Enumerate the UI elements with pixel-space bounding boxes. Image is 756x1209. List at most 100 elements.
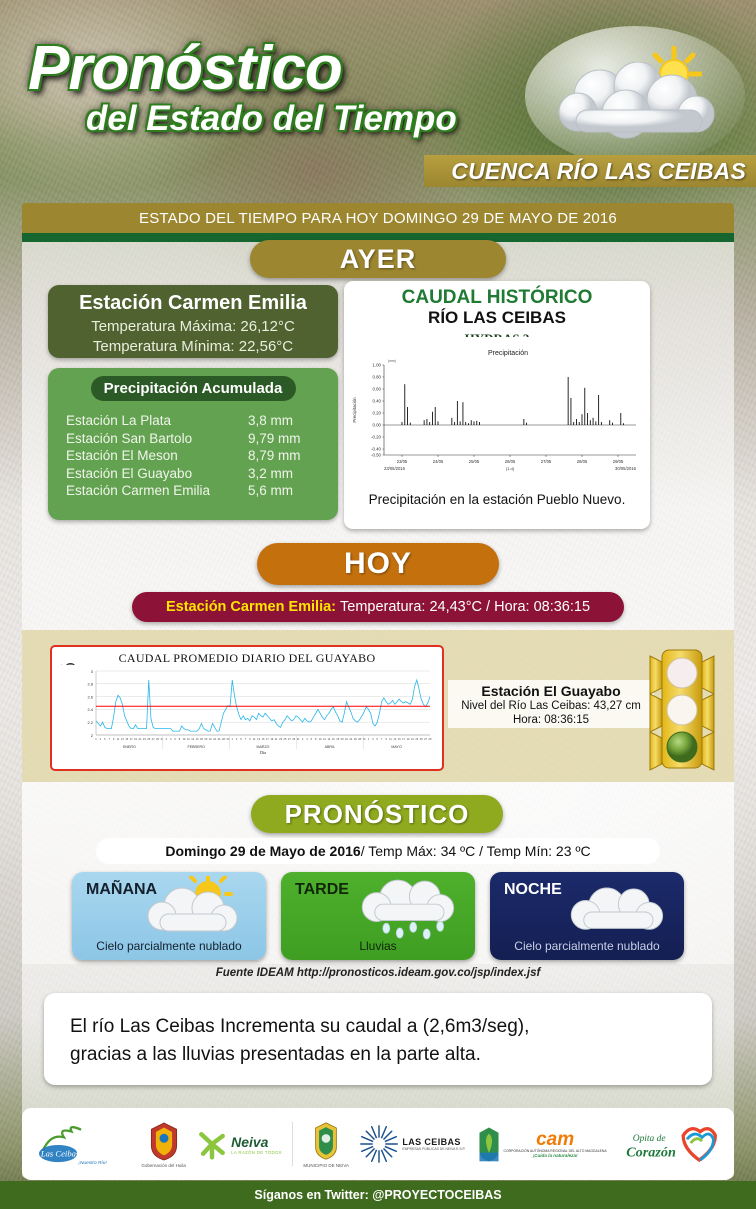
svg-text:9: 9 bbox=[385, 737, 387, 741]
svg-text:2.6: 2.6 bbox=[87, 694, 93, 699]
svg-text:14: 14 bbox=[191, 737, 194, 741]
svg-text:6: 6 bbox=[311, 737, 313, 741]
svg-text:9: 9 bbox=[249, 737, 251, 741]
historical-heading-1: CAUDAL HISTÓRICO bbox=[401, 287, 593, 308]
guayabo-chart-title: CAUDAL PROMEDIO DIARIO DEL GUAYABO bbox=[118, 651, 376, 665]
precipitation-row: Estación La Plata 3,8 mm bbox=[66, 412, 322, 430]
svg-text:ABRIL: ABRIL bbox=[325, 745, 335, 749]
forecast-card-tarde-label: TARDE bbox=[295, 881, 349, 898]
svg-text:5: 5 bbox=[377, 737, 379, 741]
precipitation-value: 9,79 mm bbox=[248, 430, 301, 446]
svg-text:5: 5 bbox=[104, 737, 106, 741]
svg-text:6: 6 bbox=[174, 737, 176, 741]
basin-banner-text: CUENCA RÍO LAS CEIBAS bbox=[451, 157, 746, 184]
svg-text:31: 31 bbox=[160, 737, 163, 741]
opita-de-corazon-logo: Opita de Corazón bbox=[617, 1122, 721, 1166]
svg-text:2: 2 bbox=[91, 733, 94, 738]
svg-text:2.4: 2.4 bbox=[87, 707, 93, 712]
svg-text:19: 19 bbox=[134, 737, 137, 741]
hoy-label: HOY bbox=[343, 547, 412, 580]
date-bar: ESTADO DEL TIEMPO PARA HOY DOMINGO 29 DE… bbox=[22, 203, 734, 233]
svg-text:29/05: 29/05 bbox=[613, 459, 624, 464]
forecast-card-noche-label: NOCHE bbox=[504, 881, 562, 898]
svg-text:Precipitación: Precipitación bbox=[352, 397, 357, 423]
svg-text:22: 22 bbox=[345, 737, 348, 741]
las-ceibas-logo-caption: EMPRESAS PÚBLICAS DE NEIVA E.S.P. bbox=[402, 1147, 466, 1151]
forecast-source: Fuente IDEAM http://pronosticos.ideam.go… bbox=[215, 967, 541, 979]
svg-text:25: 25 bbox=[147, 737, 150, 741]
svg-text:27: 27 bbox=[152, 737, 155, 741]
forecast-card-noche-desc: Cielo parcialmente nublado bbox=[514, 939, 660, 953]
svg-text:3: 3 bbox=[372, 737, 374, 741]
svg-text:7: 7 bbox=[245, 737, 247, 741]
twitter-handle: Síganos en Twitter: @PROYECTOCEIBAS bbox=[254, 1188, 502, 1202]
precipitation-list: Estación La Plata 3,8 mm Estación San Bart… bbox=[66, 412, 322, 500]
svg-text:27: 27 bbox=[424, 737, 427, 741]
svg-text:2.8: 2.8 bbox=[87, 682, 93, 687]
guayabo-flow-chart-box: CAUDAL PROMEDIO DIARIO DEL GUAYABO Cauda… bbox=[50, 645, 444, 771]
svg-text:-0.20: -0.20 bbox=[371, 435, 382, 440]
svg-text:2: 2 bbox=[302, 737, 304, 741]
svg-text:30: 30 bbox=[226, 737, 229, 741]
svg-text:28/05: 28/05 bbox=[577, 459, 588, 464]
svg-text:23/05/2016: 23/05/2016 bbox=[384, 466, 406, 471]
neiva-logo: Neiva LA RAZÓN DE TODOS bbox=[196, 1128, 282, 1160]
svg-text:7: 7 bbox=[108, 737, 110, 741]
svg-text:-0.40: -0.40 bbox=[371, 447, 382, 452]
svg-text:Precipitación: Precipitación bbox=[488, 350, 528, 357]
svg-text:0.20: 0.20 bbox=[372, 411, 381, 416]
precipitation-row: Estación San Bartolo 9,79 mm bbox=[66, 430, 322, 448]
svg-text:3: 3 bbox=[236, 737, 238, 741]
green-divider bbox=[22, 233, 734, 242]
precipitation-station: Estación Carmen Emilia bbox=[66, 483, 211, 498]
precipitation-title-pill: Precipitación Acumulada bbox=[90, 376, 296, 401]
svg-text:28: 28 bbox=[222, 737, 225, 741]
svg-text:2.2: 2.2 bbox=[87, 720, 93, 725]
precipitation-value: 3,2 mm bbox=[248, 465, 294, 481]
precipitation-value: 3,8 mm bbox=[248, 413, 294, 428]
svg-text:5: 5 bbox=[240, 737, 242, 741]
svg-text:19: 19 bbox=[407, 737, 410, 741]
river-message-line-2: gracias a las lluvias presentadas en la … bbox=[70, 1044, 481, 1065]
svg-text:28: 28 bbox=[358, 737, 361, 741]
svg-text:ENERO: ENERO bbox=[123, 745, 136, 749]
svg-text:21: 21 bbox=[275, 737, 278, 741]
forecast-card-manana[interactable]: MAÑANA Cielo parcialmente nublado bbox=[72, 872, 266, 960]
forecast-cards: MAÑANA Cielo parcialmente nublado TARDE bbox=[72, 872, 684, 960]
svg-text:11: 11 bbox=[389, 737, 392, 741]
svg-text:23: 23 bbox=[279, 737, 282, 741]
forecast-card-tarde[interactable]: TARDE Lluvias bbox=[281, 872, 475, 960]
forecast-card-noche[interactable]: NOCHE Cielo parcialmente nublado bbox=[490, 872, 684, 960]
svg-text:1.00: 1.00 bbox=[372, 363, 381, 368]
neiva-logo-caption: LA RAZÓN DE TODOS bbox=[231, 1149, 282, 1155]
traffic-light-green bbox=[666, 731, 698, 763]
precipitation-row: Estación El Meson 8,79 mm bbox=[66, 447, 322, 465]
cuenca-rio-las-ceibas-logo: Las Ceibas ¡Nuestro Río! bbox=[35, 1122, 131, 1166]
svg-text:8: 8 bbox=[179, 737, 181, 741]
svg-text:24: 24 bbox=[213, 737, 216, 741]
traffic-light-red bbox=[666, 657, 698, 689]
guayabo-station-info: Estación El Guayabo Nivel del Río Las Ce… bbox=[448, 680, 654, 728]
svg-text:0.00: 0.00 bbox=[372, 423, 381, 428]
svg-text:13: 13 bbox=[121, 737, 124, 741]
ayer-label: AYER bbox=[339, 243, 417, 274]
carmen-temp-max: Temperatura Máxima: 26,12°C bbox=[91, 318, 295, 335]
svg-text:24: 24 bbox=[349, 737, 352, 741]
forecast-card-manana-label: MAÑANA bbox=[86, 881, 158, 898]
svg-text:4: 4 bbox=[170, 737, 172, 741]
opita-logo-text: Corazón bbox=[626, 1144, 676, 1160]
hoy-reading-strip: Estación Carmen Emilia: Temperatura: 24,… bbox=[132, 592, 624, 622]
svg-text:17: 17 bbox=[130, 737, 133, 741]
guayabo-hour: Hora: 08:36:15 bbox=[512, 714, 590, 726]
svg-text:24/05: 24/05 bbox=[433, 459, 444, 464]
svg-text:3: 3 bbox=[100, 737, 102, 741]
svg-text:13: 13 bbox=[257, 737, 260, 741]
svg-text:MAYO: MAYO bbox=[391, 745, 402, 749]
svg-text:12: 12 bbox=[323, 737, 326, 741]
las-ceibas-logo-text: LAS CEIBAS bbox=[402, 1137, 461, 1147]
forecast-card-manana-desc: Cielo parcialmente nublado bbox=[96, 939, 242, 953]
gobernacion-caption: Gobernación del Huila bbox=[141, 1163, 186, 1168]
rain-cloud-icon bbox=[361, 879, 455, 940]
svg-text:26/05: 26/05 bbox=[505, 459, 516, 464]
svg-text:11: 11 bbox=[253, 737, 256, 741]
